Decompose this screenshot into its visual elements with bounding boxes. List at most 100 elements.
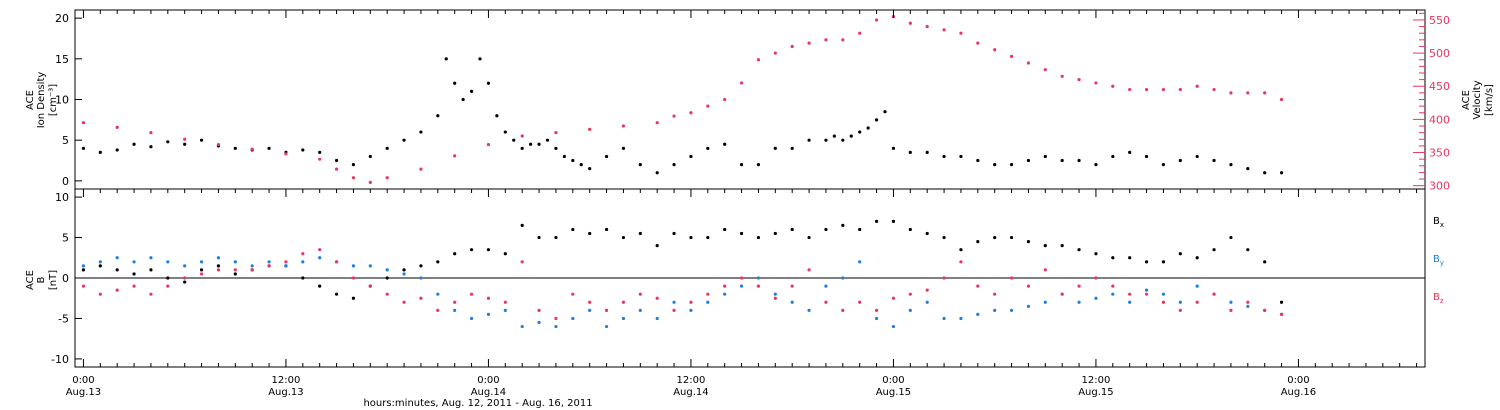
data-point xyxy=(1144,288,1149,292)
data-point xyxy=(621,316,626,321)
data-point xyxy=(832,134,836,138)
data-point xyxy=(706,104,710,108)
data-point xyxy=(976,41,980,45)
data-point xyxy=(1009,308,1014,312)
data-point xyxy=(385,268,389,272)
data-point xyxy=(739,81,744,85)
top-right-tick-label: 500 xyxy=(1429,47,1450,60)
data-point xyxy=(1178,87,1182,92)
data-point xyxy=(604,227,609,232)
data-point xyxy=(1094,81,1098,85)
x-tick-date-label: Aug.14 xyxy=(673,387,708,398)
data-point xyxy=(98,150,102,154)
data-point xyxy=(1229,91,1233,95)
data-point xyxy=(537,235,541,240)
data-point xyxy=(1144,260,1149,264)
data-point xyxy=(385,276,389,280)
data-point xyxy=(1026,239,1031,244)
data-point xyxy=(807,268,811,272)
data-point xyxy=(579,162,583,167)
top-series xyxy=(81,15,1284,184)
data-point xyxy=(1279,312,1284,317)
data-point xyxy=(453,300,457,304)
data-point xyxy=(486,312,491,317)
data-point xyxy=(233,260,237,264)
data-point xyxy=(537,308,541,312)
data-point xyxy=(149,145,153,149)
data-point xyxy=(739,231,744,236)
data-point xyxy=(824,138,828,142)
data-point xyxy=(132,260,136,264)
data-point xyxy=(503,308,507,312)
data-point xyxy=(824,38,828,42)
data-point xyxy=(1195,154,1199,159)
data-point xyxy=(368,154,372,159)
data-point xyxy=(621,300,626,304)
top-left-tick-label: 5 xyxy=(62,134,69,147)
data-point xyxy=(486,81,491,85)
data-point xyxy=(385,146,389,150)
data-point xyxy=(1246,248,1250,252)
data-point xyxy=(284,260,288,264)
data-point xyxy=(1246,91,1250,95)
data-point xyxy=(908,21,912,25)
data-point xyxy=(351,162,356,167)
data-point xyxy=(723,292,727,296)
data-point xyxy=(621,235,626,240)
top-left-tick-label: 20 xyxy=(55,12,69,25)
data-point xyxy=(706,235,710,240)
data-point xyxy=(1279,171,1284,175)
data-point xyxy=(1111,84,1115,88)
data-point xyxy=(588,308,592,312)
data-point xyxy=(183,264,187,268)
data-point xyxy=(588,167,592,171)
data-point xyxy=(638,231,642,236)
data-point xyxy=(756,235,761,240)
legend-bx: Bx xyxy=(1433,216,1444,229)
data-point xyxy=(1144,87,1149,92)
data-point xyxy=(250,268,254,272)
data-point xyxy=(1229,300,1233,304)
data-point xyxy=(891,219,896,223)
data-point xyxy=(284,152,288,156)
bottom-ylabel-line3: [nT] xyxy=(48,270,59,290)
data-point xyxy=(436,292,440,296)
data-point xyxy=(849,134,853,138)
data-point xyxy=(807,41,811,45)
data-point xyxy=(1195,256,1199,260)
data-point xyxy=(419,130,423,134)
data-point xyxy=(402,272,406,276)
data-point xyxy=(520,134,524,138)
data-point xyxy=(1144,154,1149,159)
data-point xyxy=(773,146,777,150)
data-point xyxy=(1128,150,1132,154)
data-point xyxy=(98,264,102,268)
data-point xyxy=(756,58,761,62)
data-point xyxy=(959,31,963,35)
data-point xyxy=(925,300,929,304)
data-point xyxy=(908,292,912,296)
top-right-tick-label: 400 xyxy=(1429,113,1450,126)
data-point xyxy=(554,316,558,321)
data-point xyxy=(723,284,727,288)
data-point xyxy=(469,89,474,93)
data-point xyxy=(1279,97,1284,102)
data-point xyxy=(790,300,794,304)
data-point xyxy=(385,292,389,296)
data-point xyxy=(739,284,744,288)
top-right-tick-label: 450 xyxy=(1429,80,1450,93)
data-point xyxy=(942,235,946,240)
data-point xyxy=(453,308,457,312)
data-point xyxy=(554,131,558,135)
data-point xyxy=(1009,162,1014,167)
data-point xyxy=(571,316,575,321)
data-point xyxy=(1077,300,1081,304)
data-point xyxy=(520,146,524,150)
data-point xyxy=(706,300,710,304)
x-tick-date-label: Aug.16 xyxy=(1281,387,1316,398)
data-point xyxy=(1111,154,1115,159)
data-point xyxy=(638,292,642,296)
x-tick-date-label: Aug.13 xyxy=(268,387,303,398)
data-point xyxy=(115,288,119,292)
